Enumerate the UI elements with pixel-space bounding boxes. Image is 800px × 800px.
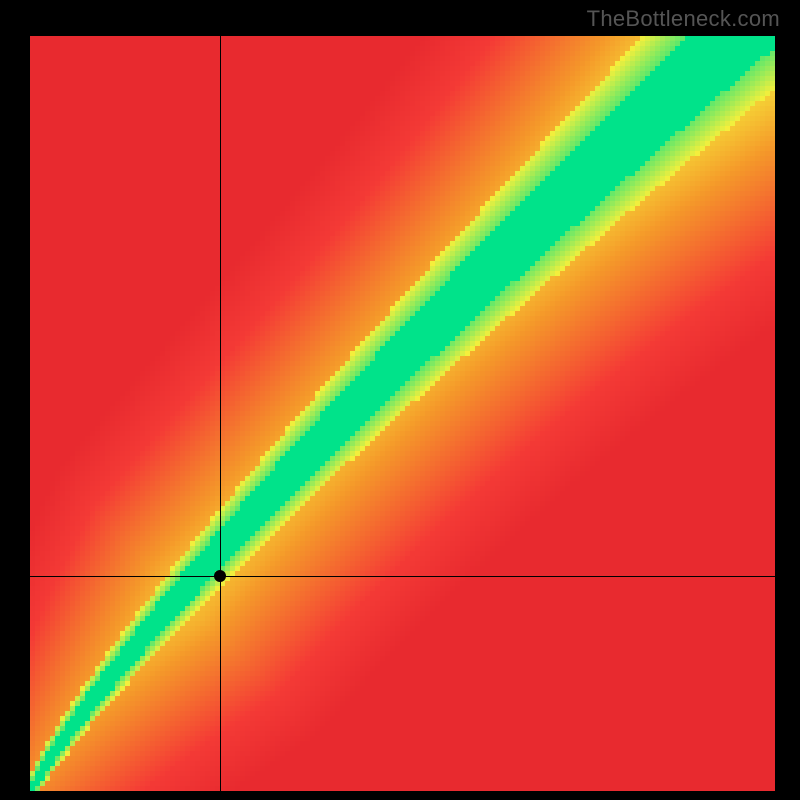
crosshair-horizontal	[30, 576, 775, 577]
crosshair-marker	[214, 570, 226, 582]
watermark-text: TheBottleneck.com	[587, 6, 780, 32]
crosshair-vertical	[220, 36, 221, 791]
plot-area	[30, 36, 775, 791]
heatmap-canvas	[30, 36, 775, 791]
